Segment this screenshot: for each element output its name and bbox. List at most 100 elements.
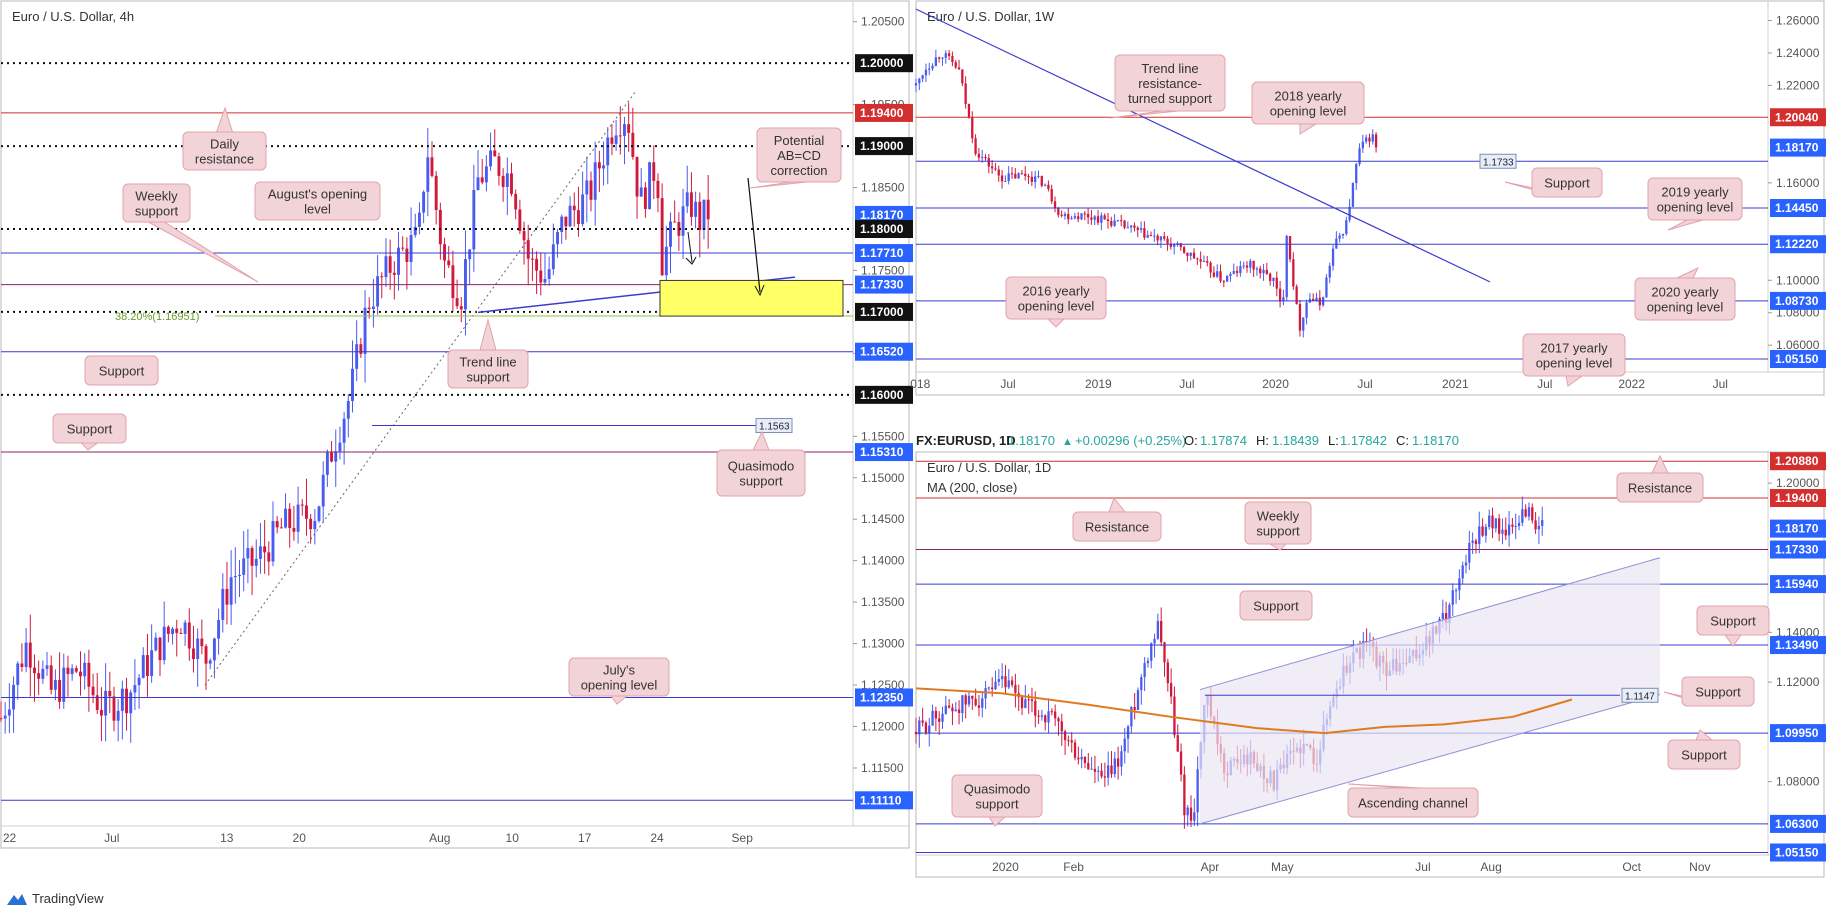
h4-xtick-label: 13	[220, 831, 234, 845]
d1-candle-body	[1073, 742, 1077, 758]
w1-candle-body	[1186, 252, 1189, 256]
d1-low: 1.17842	[1340, 433, 1387, 448]
d1-candle-body	[1130, 707, 1133, 727]
d1-candle-body	[991, 687, 994, 690]
w1-candle-body	[1358, 148, 1361, 165]
h4-candle-body	[154, 637, 158, 651]
h4-candle-body	[242, 558, 246, 575]
panel-h4[interactable]: Euro / U.S. Dollar, 4h1.205001.195001.18…	[0, 9, 913, 845]
w1-candle-body	[1275, 277, 1278, 289]
d1-price-tag	[1770, 636, 1826, 655]
h4-candle-body	[66, 667, 70, 675]
h4-candle-body	[501, 175, 505, 187]
w1-candle-body	[971, 117, 974, 139]
d1-candle-body	[1083, 756, 1087, 763]
tradingview-brand[interactable]: TradingView	[32, 891, 104, 906]
w1-candle-body	[1004, 180, 1007, 182]
w1-callout-text: opening level	[1270, 104, 1347, 119]
w1-candle-body	[1040, 175, 1043, 186]
h4-abcd-arrowhead	[754, 284, 765, 297]
h4-callout-text: July's	[603, 663, 636, 678]
h4-candle-body	[150, 650, 154, 676]
h4-price-tag-label: 1.19400	[860, 106, 904, 120]
w1-callout-text: resistance-	[1138, 76, 1202, 91]
tradingview-logo-icon[interactable]	[6, 891, 28, 907]
d1-callout-support-d1-right-2: Support	[1663, 676, 1755, 707]
panel-w1[interactable]: Euro / U.S. Dollar, 1W 1.26000 1.24000 1.22…	[910, 8, 1826, 391]
h4-candle-body	[543, 278, 547, 283]
d1-candle-body	[1113, 758, 1116, 775]
h4-candle-body	[99, 710, 103, 716]
h4-candle-body	[413, 226, 417, 236]
h4-candle-body	[87, 662, 91, 687]
h4-price-tag	[855, 220, 913, 239]
d1-candle-body	[1461, 565, 1464, 579]
w1-price-tag	[1770, 291, 1826, 310]
h4-candle-body	[137, 677, 141, 686]
h4-candle-body	[145, 655, 149, 676]
h4-candle-body	[514, 193, 518, 210]
h4-price-tag-label: 1.15310	[860, 445, 904, 459]
d1-price-tag-label: 1.13490	[1775, 638, 1819, 652]
h4-candle-body	[677, 221, 681, 236]
chart-stage[interactable]: FX:EURUSD, 1D 1.18170 ▲ +0.00296 (+0.25%…	[0, 0, 1826, 887]
h4-candle-body	[112, 696, 116, 721]
d1-callout-resistance-right: Resistance	[1616, 454, 1704, 503]
d1-candle-body	[1077, 757, 1080, 760]
w1-candle-body	[1169, 243, 1173, 247]
w1-ytick-label: 1.26000	[1776, 13, 1820, 27]
h4-small-arrow	[687, 231, 693, 263]
d1-candle-body	[1524, 509, 1527, 517]
d1-candle-body	[1441, 613, 1444, 620]
w1-candle-body	[1371, 134, 1374, 142]
h4-candle-body	[380, 276, 384, 278]
panel-d1[interactable]: Euro / U.S. Dollar, 1D MA (200, close) 1.2…	[914, 452, 1826, 874]
w1-candle-body	[1057, 208, 1060, 215]
h4-candle-body	[631, 132, 635, 157]
h4-callout-text: resistance	[195, 152, 254, 167]
h4-callout-text: support	[466, 370, 510, 385]
h4-candle-body	[593, 162, 597, 200]
d1-candle-body	[981, 698, 984, 708]
w1-candle-body	[1365, 137, 1368, 142]
h4-callout-box	[716, 449, 806, 497]
w1-candle-body	[1073, 216, 1077, 219]
d1-candle-body	[921, 720, 924, 723]
d1-candle-body	[1189, 807, 1193, 821]
d1-callout-box	[951, 774, 1043, 818]
d1-low-label: L:	[1328, 433, 1339, 448]
h4-candle-body	[0, 718, 3, 720]
d1-candle-body	[1488, 515, 1491, 527]
h4-candle-body	[229, 577, 233, 605]
h4-candle-body	[238, 574, 241, 577]
h4-callout-box	[182, 131, 267, 171]
w1-candle-body	[1043, 184, 1047, 186]
w1-candle-body	[977, 153, 981, 158]
h4-candle-body	[401, 247, 405, 249]
d1-candle-body	[1120, 751, 1123, 767]
h4-abcd-arrow	[747, 177, 761, 293]
w1-candle-body	[1103, 215, 1106, 220]
h4-xtick-label: Sep	[732, 831, 754, 845]
h4-candle-body	[551, 244, 555, 270]
d1-callout-resistance-left: Resistance	[1072, 496, 1162, 542]
h4-candle-body	[346, 401, 350, 419]
w1-candle-body	[924, 69, 928, 76]
d1-candle-body	[1451, 590, 1454, 605]
h4-candle-body	[263, 546, 267, 553]
h4-ytick-label: 1.17500	[861, 263, 905, 277]
h4-candle-body	[581, 194, 585, 225]
d1-symbol-header: FX:EURUSD, 1D 1.18170 ▲ +0.00296 (+0.25%…	[916, 433, 1459, 448]
w1-callout-text: 2017 yearly	[1540, 341, 1608, 356]
h4-candle-body	[58, 679, 62, 702]
w1-callout-weekly-support-label: Support	[1504, 167, 1603, 198]
h4-candle-body	[539, 270, 543, 283]
d1-candle-body	[1514, 526, 1517, 528]
w1-callout-text: Support	[1544, 176, 1590, 191]
w1-candle-body	[1229, 273, 1232, 276]
w1-candle-body	[1206, 260, 1209, 263]
h4-xtick-label: 10	[506, 831, 520, 845]
